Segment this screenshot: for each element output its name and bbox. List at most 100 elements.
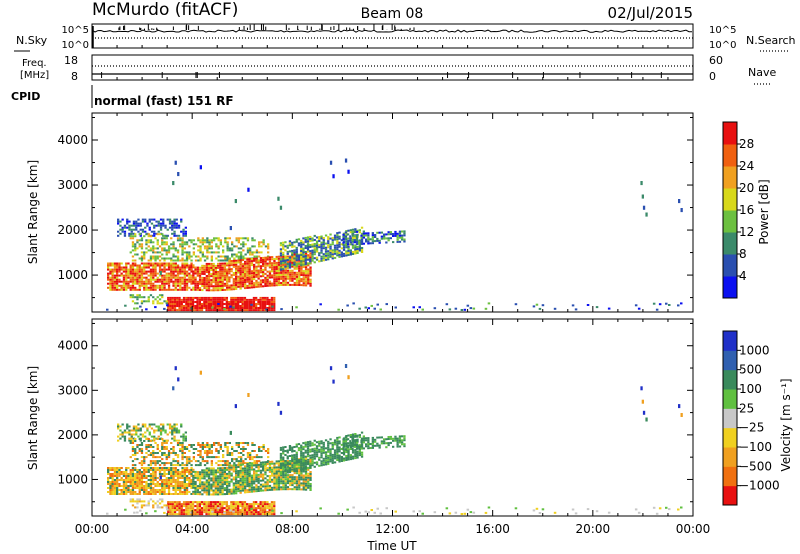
velocity-cell bbox=[122, 473, 126, 475]
power-cell bbox=[153, 226, 156, 229]
velocity-cell bbox=[176, 479, 180, 481]
power-cell bbox=[228, 280, 231, 283]
power-cell bbox=[190, 266, 193, 269]
velocity-cell bbox=[313, 449, 316, 452]
velocity-cell bbox=[130, 435, 133, 438]
velocity-cell bbox=[271, 468, 274, 471]
power-cell bbox=[120, 268, 123, 271]
power-cell bbox=[192, 282, 195, 285]
power-cell bbox=[136, 268, 139, 271]
power-cell bbox=[668, 304, 671, 306]
power-cell bbox=[154, 270, 157, 273]
power-cell bbox=[217, 259, 220, 262]
power-cell bbox=[394, 306, 397, 309]
power-cell bbox=[185, 241, 189, 244]
power-cell bbox=[354, 228, 357, 231]
velocity-cell bbox=[125, 483, 128, 485]
power-cell bbox=[226, 270, 229, 273]
power-cell bbox=[140, 245, 144, 248]
velocity-cell bbox=[232, 490, 235, 493]
velocity-cell bbox=[244, 469, 247, 472]
power-cell bbox=[637, 307, 641, 310]
velocity-cell bbox=[396, 437, 399, 440]
velocity-cell bbox=[237, 462, 240, 465]
velocity-cell bbox=[172, 475, 175, 477]
power-cell bbox=[179, 276, 182, 279]
velocity-cell bbox=[174, 483, 177, 485]
power-cell bbox=[201, 276, 204, 279]
velocity-cell bbox=[173, 425, 176, 428]
velocity-cell bbox=[351, 444, 354, 446]
power-cell bbox=[262, 271, 265, 274]
velocity-cell bbox=[170, 479, 173, 481]
velocity-cell bbox=[129, 485, 132, 487]
velocity-cell bbox=[167, 479, 171, 481]
power-cell bbox=[205, 287, 208, 290]
power-cell bbox=[210, 251, 213, 254]
power-cell bbox=[665, 302, 668, 305]
velocity-cell bbox=[185, 456, 189, 459]
velocity-cell bbox=[258, 456, 261, 459]
power-cell bbox=[116, 276, 119, 279]
velocity-cell bbox=[196, 487, 199, 490]
velocity-cell bbox=[309, 466, 312, 469]
velocity-cell bbox=[168, 425, 172, 428]
power-cell bbox=[125, 284, 128, 287]
power-cell bbox=[125, 268, 128, 271]
power-cell bbox=[119, 228, 122, 231]
power-cell bbox=[131, 235, 135, 238]
velocity-cell bbox=[147, 444, 150, 446]
velocity-cell bbox=[277, 474, 281, 477]
velocity-cell bbox=[192, 468, 195, 471]
power-cell bbox=[291, 261, 294, 264]
power-cell bbox=[185, 288, 189, 291]
velocity-cell bbox=[181, 493, 184, 495]
velocity-cell bbox=[129, 471, 132, 473]
velocity-cell bbox=[145, 444, 148, 446]
power-cell bbox=[282, 243, 285, 246]
velocity-cell bbox=[185, 489, 189, 491]
velocity-cell bbox=[191, 501, 195, 504]
power-cell bbox=[356, 245, 359, 248]
power-cell bbox=[205, 307, 208, 309]
velocity-cell bbox=[385, 442, 388, 445]
power-cell bbox=[111, 272, 114, 275]
velocity-cell bbox=[284, 470, 287, 472]
power-cell bbox=[280, 284, 283, 286]
velocity-cell bbox=[239, 485, 242, 488]
power-cell bbox=[209, 303, 213, 305]
velocity-cell bbox=[129, 456, 132, 459]
velocity-cell bbox=[401, 443, 404, 446]
power-cell bbox=[190, 282, 193, 285]
velocity-cell bbox=[237, 488, 240, 490]
velocity-cell bbox=[300, 478, 303, 481]
power-cell bbox=[235, 286, 238, 288]
power-cell bbox=[318, 236, 321, 238]
power-cell bbox=[284, 265, 287, 268]
velocity-cell bbox=[203, 444, 207, 446]
power-cell bbox=[221, 309, 224, 312]
power-cell bbox=[140, 255, 144, 258]
velocity-cell bbox=[179, 464, 182, 467]
velocity-cell bbox=[291, 456, 294, 459]
power-cell bbox=[185, 266, 189, 269]
power-cell bbox=[154, 257, 157, 260]
power-cell bbox=[152, 241, 155, 244]
velocity-cell bbox=[165, 481, 168, 483]
velocity-cell bbox=[355, 439, 359, 442]
power-cell bbox=[185, 278, 189, 281]
power-cell bbox=[130, 224, 133, 227]
velocity-cell bbox=[178, 509, 181, 512]
velocity-cell bbox=[291, 480, 294, 483]
velocity-cell bbox=[163, 479, 166, 481]
power-cell bbox=[173, 303, 177, 305]
power-cell bbox=[153, 224, 156, 227]
velocity-cell bbox=[295, 484, 299, 487]
velocity-cell bbox=[233, 450, 236, 452]
power-cell bbox=[192, 280, 195, 283]
velocity-cell bbox=[116, 481, 119, 483]
power-cell bbox=[226, 262, 229, 265]
power-cell bbox=[291, 279, 294, 282]
power-cell bbox=[210, 265, 213, 267]
velocity-cell bbox=[190, 460, 193, 463]
